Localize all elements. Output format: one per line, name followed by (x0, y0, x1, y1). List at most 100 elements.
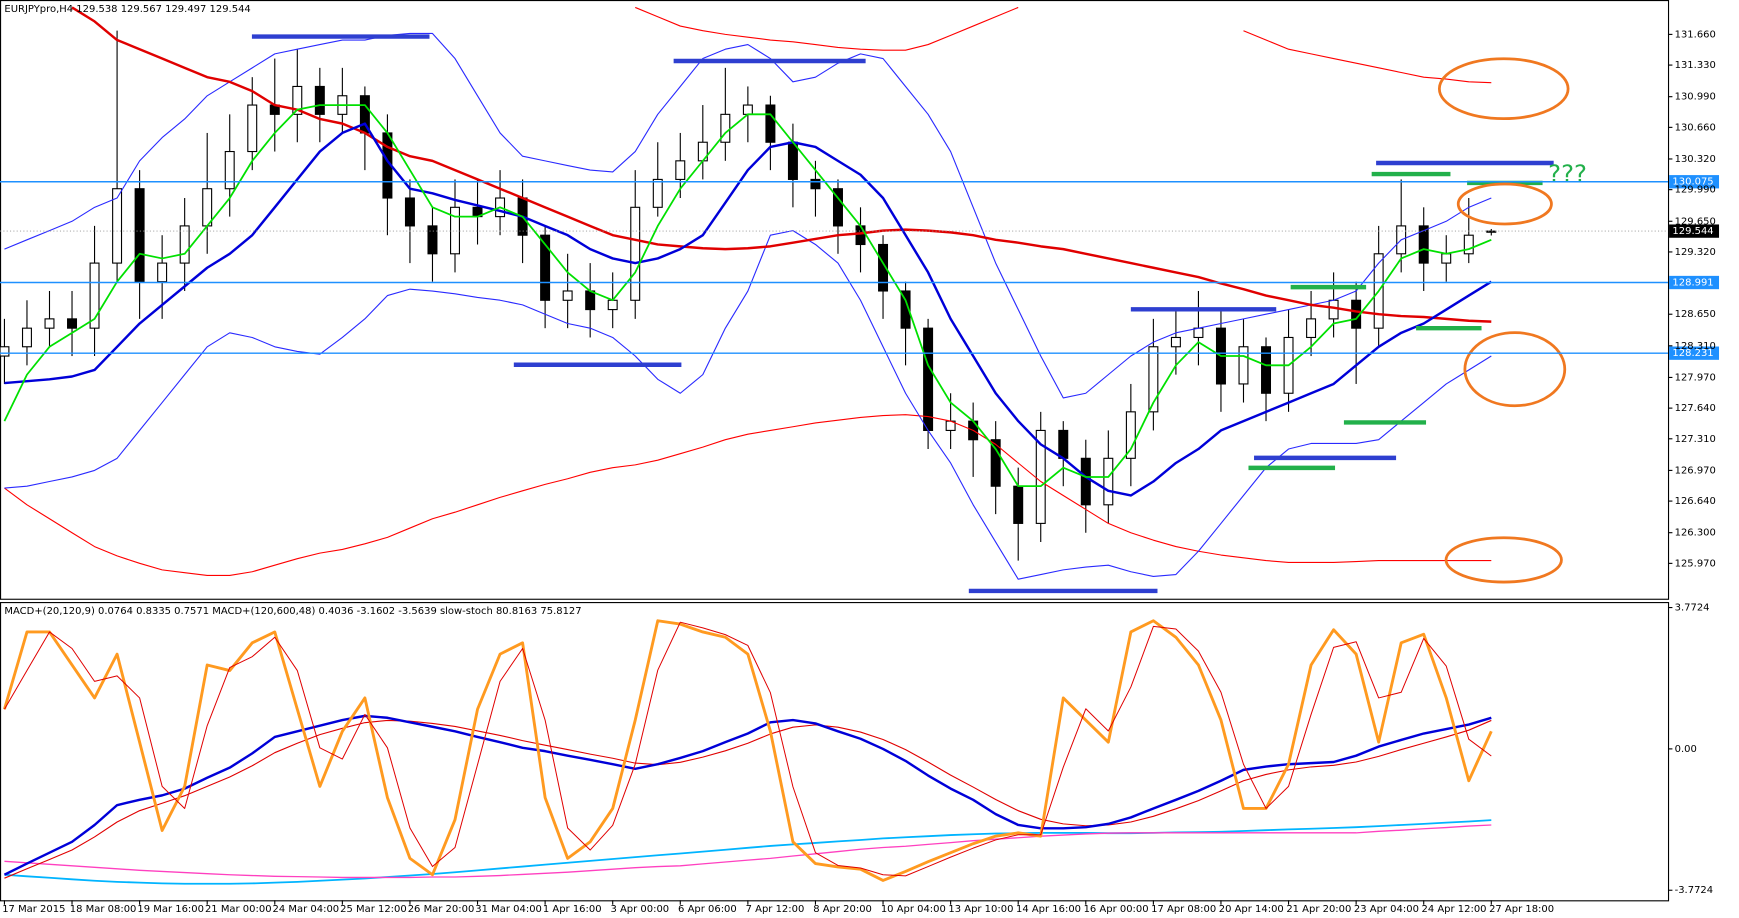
x-tick-label: 8 Apr 20:00 (813, 904, 872, 915)
candle-body (21, 327, 32, 348)
candle-body (1238, 346, 1249, 385)
x-tick-label: 6 Apr 06:00 (678, 904, 737, 915)
y-tick-label: 130.660 (1675, 122, 1716, 133)
main-panel-frame (0, 0, 1670, 600)
candle-body (1328, 299, 1339, 320)
candle-body (1306, 318, 1317, 339)
candle-body (562, 290, 573, 301)
candle-body (540, 234, 551, 301)
ellipse (1463, 331, 1567, 408)
indicator-line (3, 714, 1492, 876)
level-label-box (1669, 346, 1720, 360)
level-label-box (1669, 275, 1720, 290)
level-label: 128.991 (1672, 278, 1713, 289)
y-tick-label: 128.650 (1675, 309, 1716, 320)
candle-body (855, 225, 866, 246)
x-tick-label: 21 Apr 20:00 (1286, 904, 1351, 915)
y-tick-label: 127.310 (1675, 434, 1716, 445)
level-label: 128.231 (1672, 348, 1713, 359)
indicator-line (4, 719, 1492, 879)
last-price-label: 129.544 (1672, 226, 1713, 237)
ellipse (1437, 57, 1570, 121)
candle-body (1170, 336, 1181, 348)
candle-body (134, 188, 145, 283)
main-plot (0, 6, 1497, 580)
candle-body (1463, 234, 1474, 255)
y-tick-label: 126.300 (1675, 528, 1716, 539)
candle-body (607, 299, 618, 311)
indicator-line (4, 32, 1492, 399)
y-tick-label: 129.990 (1675, 185, 1716, 196)
indicator-line (1243, 30, 1492, 84)
candle-body (1261, 346, 1272, 394)
ellipse (1456, 182, 1553, 226)
candle-body (900, 290, 911, 329)
candle-body (787, 141, 798, 180)
x-tick-label: 7 Apr 12:00 (746, 904, 805, 915)
y-tick-label: 125.970 (1675, 558, 1716, 569)
y-tick-label: 129.650 (1675, 216, 1716, 227)
candle-body (404, 197, 415, 227)
x-tick-label: 20 Apr 14:00 (1219, 904, 1284, 915)
candle-body (292, 85, 303, 115)
indicator-line (3, 619, 1493, 882)
blue-segments (251, 34, 1554, 594)
indicator-line (4, 230, 1492, 580)
indicator-title: MACD+(20,120,9) 0.0764 0.8335 0.7571 MAC… (4, 606, 581, 617)
user-drawings: ??? (251, 34, 1587, 594)
x-tick-label: 31 Mar 04:00 (475, 904, 542, 915)
x-tick-label: 23 Apr 04:00 (1354, 904, 1419, 915)
y-tick-label: 127.970 (1675, 372, 1716, 383)
candle-body (990, 439, 1001, 487)
candle-body (810, 178, 821, 190)
axes: 130.075 128.991 128.231 129.544 131.660 131.3… (0, 29, 1720, 915)
y-tick-label: 128.310 (1675, 341, 1716, 352)
candle-body (1418, 225, 1429, 264)
candle-body (450, 206, 460, 255)
candle-body (67, 318, 78, 329)
y-tick-label: 127.640 (1675, 403, 1716, 414)
candle-body (923, 327, 934, 431)
x-tick-label: 25 Mar 12:00 (340, 904, 407, 915)
y-tick-label: 126.970 (1675, 465, 1716, 476)
candle-body (1058, 429, 1069, 459)
candle-body (157, 262, 168, 283)
indicator-line (4, 122, 1492, 497)
indicator-line (4, 621, 1492, 877)
candle-body (652, 178, 663, 208)
candle-body (675, 160, 686, 180)
candle-body (1125, 411, 1136, 459)
candle-body (1193, 327, 1204, 339)
x-tick-label: 21 Mar 00:00 (205, 904, 272, 915)
y-tick-label: 131.660 (1675, 29, 1716, 40)
x-tick-label: 1 Apr 16:00 (543, 904, 602, 915)
indicator-panel-frame (0, 602, 1670, 902)
y-tick-label: 129.320 (1675, 247, 1716, 258)
candle-body (1441, 253, 1452, 264)
indicator-plot (3, 619, 1493, 885)
y-tick-label: 0.00 (1675, 744, 1697, 755)
candle-body (224, 150, 235, 190)
candle-body (247, 104, 258, 153)
candle-body (1013, 485, 1024, 524)
indicator-line (3, 104, 1492, 488)
orange-ellipses (1437, 57, 1570, 584)
chart-title: EURJPYpro,H4 129.538 129.567 129.497 129… (4, 4, 250, 15)
candle-body (427, 225, 438, 255)
candle-body (630, 206, 641, 301)
indicator-line (4, 819, 1492, 885)
candle-body (44, 318, 55, 329)
x-tick-label: 19 Mar 16:00 (137, 904, 204, 915)
indicator-line (4, 414, 1492, 576)
x-tick-label: 24 Mar 04:00 (273, 904, 340, 915)
y-tick-label: 130.320 (1675, 154, 1716, 165)
candle-body (0, 346, 10, 357)
candle-body (1103, 457, 1114, 506)
indicator-line (635, 6, 1019, 51)
y-tick-label: 130.990 (1675, 92, 1716, 103)
x-tick-label: 13 Apr 10:00 (948, 904, 1013, 915)
